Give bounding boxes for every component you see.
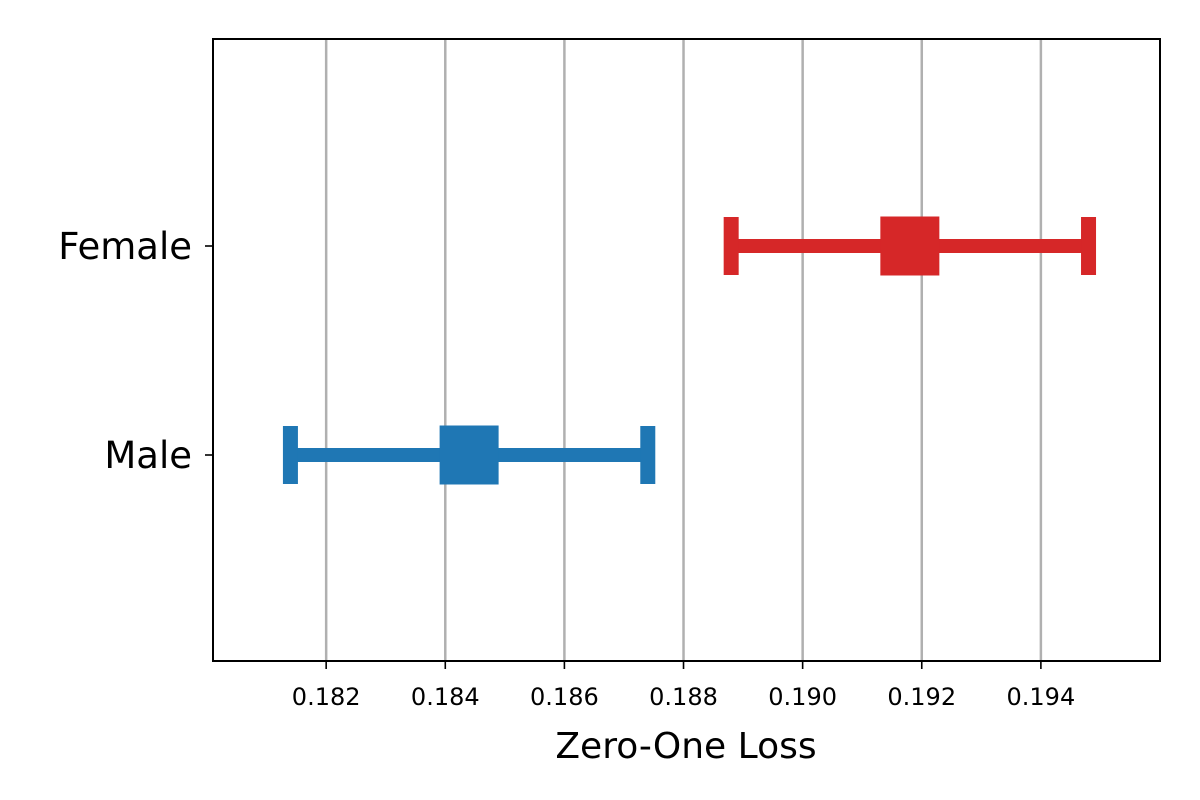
- errorbar-male: [282, 425, 656, 485]
- x-axis-title: Zero-One Loss: [555, 726, 816, 767]
- errorbar-cap-lower-male: [282, 426, 298, 484]
- errorbar-female: [723, 216, 1097, 276]
- y-tick-label: Female: [58, 225, 192, 268]
- x-tick-label: 0.194: [1007, 683, 1076, 711]
- y-tick-label: Male: [104, 434, 192, 477]
- x-tick-label: 0.190: [768, 683, 837, 711]
- plot-frame: [212, 38, 1161, 662]
- x-tick-label: 0.184: [411, 683, 480, 711]
- grid-layer: [324, 39, 1043, 661]
- errorbar-cap-upper-female: [1081, 217, 1097, 275]
- x-tick-label: 0.182: [292, 683, 361, 711]
- point-marker-male: [439, 425, 499, 485]
- y-axis: Female Male: [58, 225, 213, 477]
- x-tick-label: 0.186: [530, 683, 599, 711]
- point-marker-female: [880, 216, 940, 276]
- x-tick-label: 0.192: [887, 683, 956, 711]
- x-tick-label: 0.188: [649, 683, 718, 711]
- errorbar-cap-upper-male: [640, 426, 656, 484]
- x-axis: 0.182 0.184 0.186 0.188 0.190 0.192 0.194: [292, 661, 1075, 711]
- marks-layer: [282, 216, 1097, 485]
- errorbar-cap-lower-female: [723, 217, 739, 275]
